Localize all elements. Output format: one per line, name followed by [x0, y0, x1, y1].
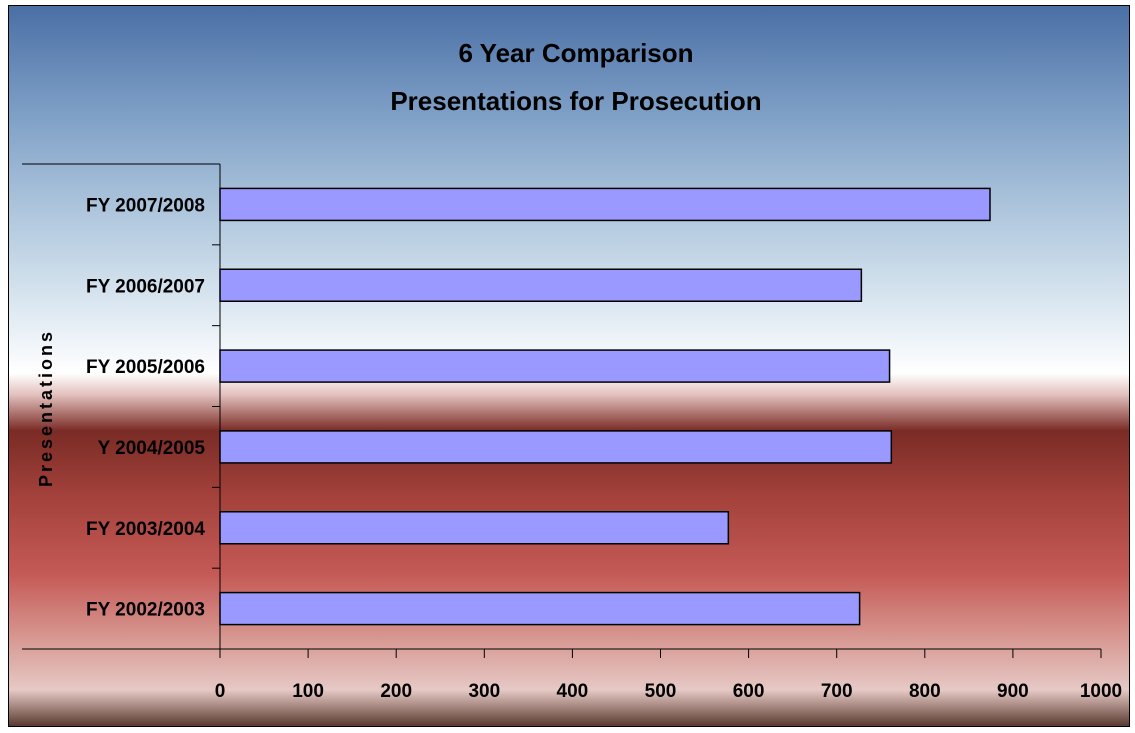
- x-tick-label: 600: [733, 681, 765, 702]
- category-label: FY 2007/2008: [86, 195, 205, 216]
- x-tick-label: 300: [468, 681, 500, 702]
- x-tick-label: 200: [380, 681, 412, 702]
- plot-area: 0 100 200 300 400 500 600 700 800 900 1000 FY 2007/…: [22, 163, 1122, 702]
- x-tick-label: 500: [645, 681, 677, 702]
- category-label: FY 2006/2007: [86, 276, 205, 297]
- x-tick-label: 100: [292, 681, 324, 702]
- category-label: FY 2005/2006: [86, 357, 205, 378]
- category-label: FY 2002/2003: [86, 600, 205, 621]
- x-tick-label: 800: [909, 681, 941, 702]
- bar: [219, 268, 863, 302]
- chart-subtitle: Presentations for Prosecution: [390, 86, 761, 116]
- x-tick-label: 900: [997, 681, 1029, 702]
- category-label: FY 2003/2004: [86, 519, 205, 540]
- bar: [219, 349, 891, 383]
- x-tick-label: 1000: [1080, 681, 1122, 702]
- bar: [219, 511, 730, 545]
- bar: [219, 591, 861, 626]
- bar: [219, 430, 893, 464]
- y-axis-title: Presentations: [36, 329, 56, 487]
- x-tick-label: 700: [821, 681, 853, 702]
- x-tick-label: 0: [215, 681, 226, 702]
- bar: [219, 187, 991, 222]
- category-label: Y 2004/2005: [98, 438, 206, 459]
- x-tick-label: 400: [557, 681, 589, 702]
- chart-title: 6 Year Comparison: [458, 38, 693, 68]
